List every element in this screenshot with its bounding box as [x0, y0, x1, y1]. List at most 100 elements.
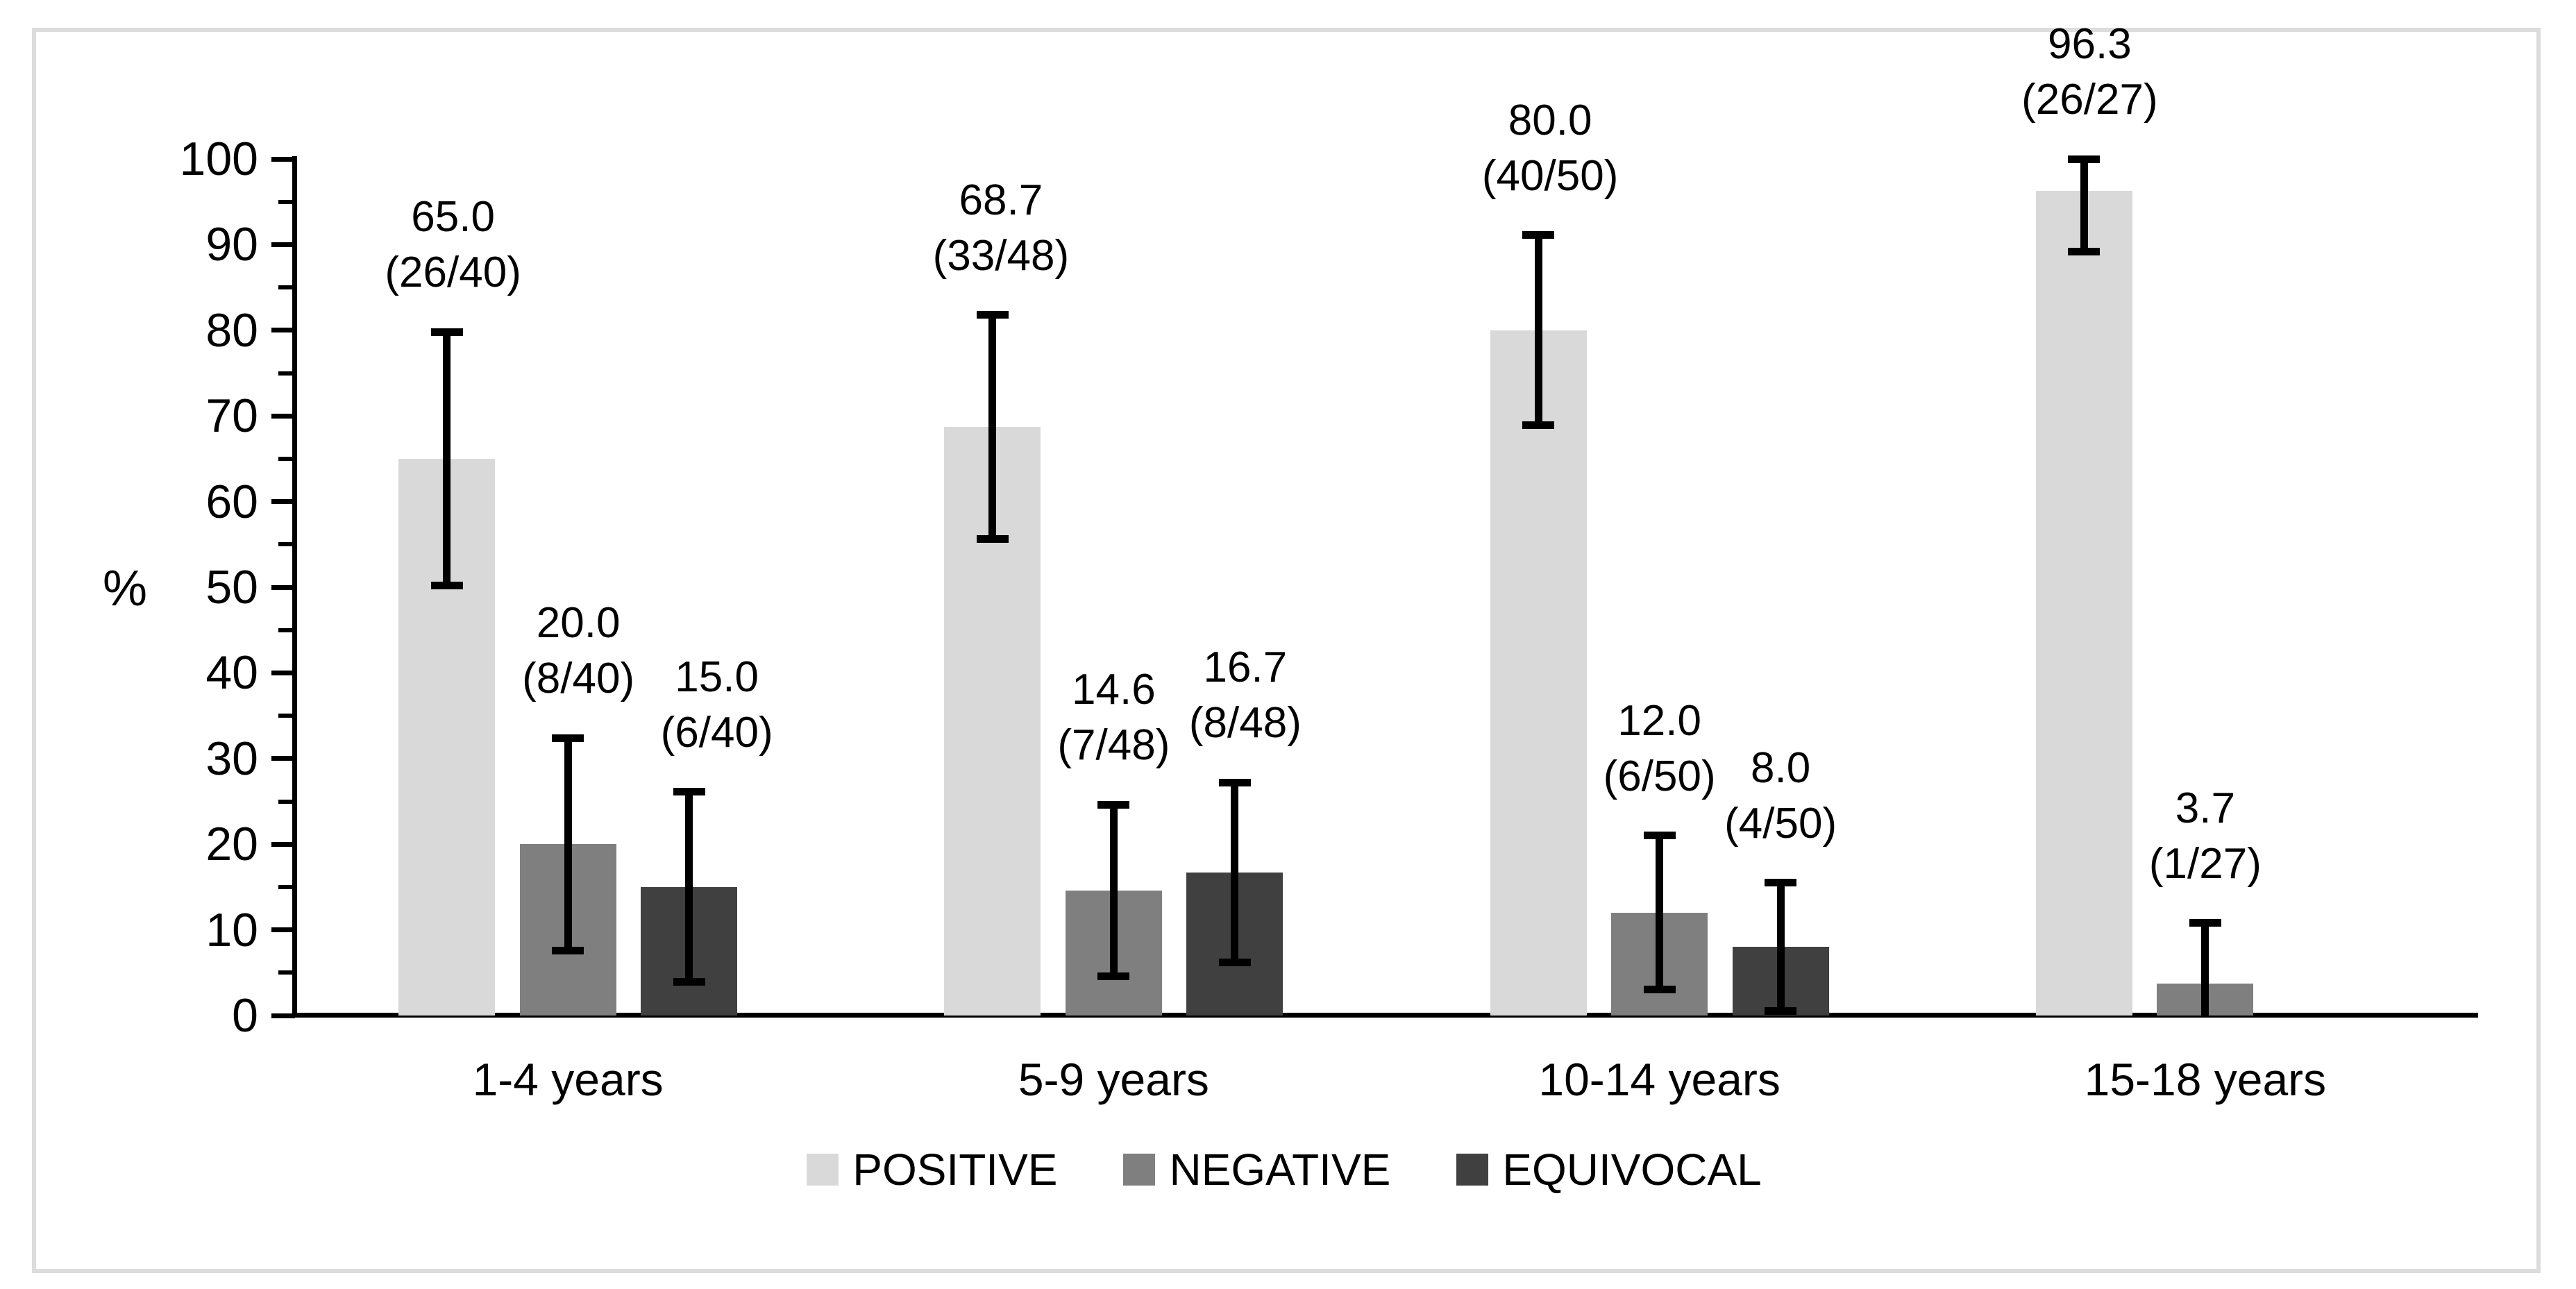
error-bar-negative-1-4-years: [564, 738, 572, 951]
value-label-percent-negative-5-9-years: 14.6: [1072, 666, 1156, 714]
error-bar-negative-10-14-years: [1656, 835, 1664, 990]
legend-label-equivocal: EQUIVOCAL: [1502, 1145, 1762, 1195]
legend-swatch-negative: [1123, 1154, 1156, 1186]
value-label-fraction-positive-1-4-years: (26/40): [385, 248, 521, 297]
y-major-tick-40: [271, 670, 295, 675]
error-cap-high-equivocal-5-9-years: [1218, 778, 1251, 786]
y-tick-label-10: 10: [205, 903, 258, 957]
error-cap-low-positive-10-14-years: [1522, 421, 1555, 430]
error-bar-positive-10-14-years: [1534, 235, 1542, 426]
error-cap-high-negative-5-9-years: [1097, 800, 1130, 809]
error-cap-high-negative-15-18-years: [2189, 919, 2221, 927]
category-label-1-4-years: 1-4 years: [472, 1054, 664, 1105]
legend-label-positive: POSITIVE: [852, 1145, 1058, 1195]
value-label-positive-10-14-years: 80.0 (40/50): [1377, 93, 1724, 204]
bar-positive-10-14-years: [1490, 330, 1587, 1016]
y-minor-tick-95: [278, 199, 295, 204]
y-major-tick-0: [271, 1013, 295, 1018]
category-label-15-18-years: 15-18 years: [2084, 1054, 2327, 1105]
y-minor-tick-45: [278, 627, 295, 632]
error-cap-high-positive-10-14-years: [1522, 231, 1555, 239]
value-label-percent-positive-15-18-years: 96.3: [2048, 20, 2132, 68]
y-minor-tick-55: [278, 542, 295, 547]
legend-swatch-equivocal: [1456, 1154, 1489, 1186]
error-cap-high-positive-1-4-years: [430, 328, 463, 336]
value-label-negative-5-9-years: 14.6 (7/48): [940, 662, 1287, 773]
y-minor-tick-15: [278, 884, 295, 889]
legend-item-equivocal: EQUIVOCAL: [1456, 1145, 1762, 1195]
error-bar-negative-5-9-years: [1109, 804, 1118, 977]
value-label-percent-positive-5-9-years: 68.7: [959, 176, 1043, 224]
value-label-equivocal-10-14-years: 8.0 (4/50): [1607, 741, 1954, 852]
error-bar-equivocal-1-4-years: [685, 791, 693, 982]
error-cap-low-equivocal-1-4-years: [673, 978, 705, 986]
value-label-percent-positive-10-14-years: 80.0: [1508, 96, 1592, 144]
error-cap-low-negative-5-9-years: [1097, 972, 1130, 980]
category-label-10-14-years: 10-14 years: [1538, 1054, 1781, 1105]
value-label-fraction-negative-5-9-years: (7/48): [1057, 721, 1170, 770]
error-bar-equivocal-5-9-years: [1231, 782, 1239, 963]
error-cap-high-equivocal-1-4-years: [673, 788, 705, 796]
error-cap-high-negative-10-14-years: [1643, 832, 1676, 840]
y-major-tick-70: [271, 413, 295, 419]
error-bar-negative-15-18-years: [2201, 922, 2209, 1016]
value-label-percent-equivocal-5-9-years: 16.7: [1203, 643, 1288, 692]
y-major-tick-90: [271, 242, 295, 247]
value-label-fraction-equivocal-10-14-years: (4/50): [1724, 799, 1837, 848]
y-minor-tick-5: [278, 970, 295, 975]
value-label-positive-1-4-years: 65.0 (26/40): [280, 189, 627, 301]
value-label-negative-10-14-years: 12.0 (6/50): [1486, 693, 1833, 804]
error-bar-positive-15-18-years: [2080, 159, 2088, 252]
value-label-positive-15-18-years: 96.3 (26/27): [1916, 17, 2263, 128]
y-minor-tick-85: [278, 285, 295, 290]
error-cap-low-negative-10-14-years: [1643, 986, 1676, 994]
value-label-fraction-negative-15-18-years: (1/27): [2148, 839, 2262, 888]
legend-swatch-positive: [807, 1154, 839, 1186]
error-bar-positive-5-9-years: [988, 314, 997, 539]
bar-positive-15-18-years: [2035, 190, 2132, 1016]
error-cap-low-positive-1-4-years: [430, 582, 463, 590]
error-bar-positive-1-4-years: [443, 332, 451, 586]
value-label-negative-15-18-years: 3.7 (1/27): [2032, 781, 2379, 892]
y-major-tick-80: [271, 328, 295, 333]
value-label-percent-equivocal-10-14-years: 8.0: [1751, 743, 1811, 792]
y-major-tick-50: [271, 584, 295, 590]
y-tick-label-40: 40: [205, 646, 258, 700]
legend-item-negative: NEGATIVE: [1123, 1145, 1390, 1194]
y-axis-title: %: [102, 561, 148, 616]
value-label-fraction-negative-10-14-years: (6/50): [1603, 752, 1716, 800]
value-label-fraction-negative-1-4-years: (8/40): [522, 655, 635, 703]
y-tick-label-50: 50: [205, 561, 258, 614]
y-tick-label-30: 30: [205, 732, 258, 785]
error-cap-high-positive-15-18-years: [2068, 155, 2101, 163]
error-cap-high-equivocal-10-14-years: [1765, 879, 1797, 887]
y-major-tick-60: [271, 499, 295, 505]
value-label-fraction-positive-15-18-years: (26/27): [2021, 76, 2158, 124]
y-major-tick-20: [271, 841, 295, 847]
y-major-tick-10: [271, 927, 295, 933]
value-label-fraction-positive-5-9-years: (33/48): [932, 231, 1070, 280]
value-label-equivocal-5-9-years: 16.7 (8/48): [1072, 640, 1419, 751]
value-label-percent-positive-1-4-years: 65.0: [411, 193, 495, 242]
error-cap-low-positive-15-18-years: [2068, 247, 2101, 255]
category-label-5-9-years: 5-9 years: [1018, 1054, 1209, 1105]
y-tick-label-80: 80: [205, 303, 258, 357]
error-cap-low-equivocal-10-14-years: [1765, 1007, 1797, 1016]
y-minor-tick-35: [278, 714, 295, 718]
y-major-tick-30: [271, 756, 295, 761]
x-axis-line: [292, 1013, 2478, 1018]
value-label-fraction-positive-10-14-years: (40/50): [1481, 151, 1619, 200]
error-cap-high-negative-1-4-years: [552, 734, 584, 742]
y-minor-tick-65: [278, 456, 295, 461]
y-major-tick-100: [271, 156, 295, 162]
error-cap-low-positive-5-9-years: [976, 535, 1009, 544]
value-label-percent-negative-15-18-years: 3.7: [2175, 784, 2235, 832]
y-tick-label-20: 20: [205, 818, 258, 871]
y-minor-tick-25: [278, 799, 295, 804]
error-cap-low-equivocal-5-9-years: [1218, 958, 1251, 966]
y-tick-label-0: 0: [232, 989, 258, 1042]
legend-label-negative: NEGATIVE: [1169, 1145, 1391, 1195]
value-label-percent-negative-10-14-years: 12.0: [1617, 696, 1701, 745]
legend-item-positive: POSITIVE: [807, 1145, 1057, 1194]
